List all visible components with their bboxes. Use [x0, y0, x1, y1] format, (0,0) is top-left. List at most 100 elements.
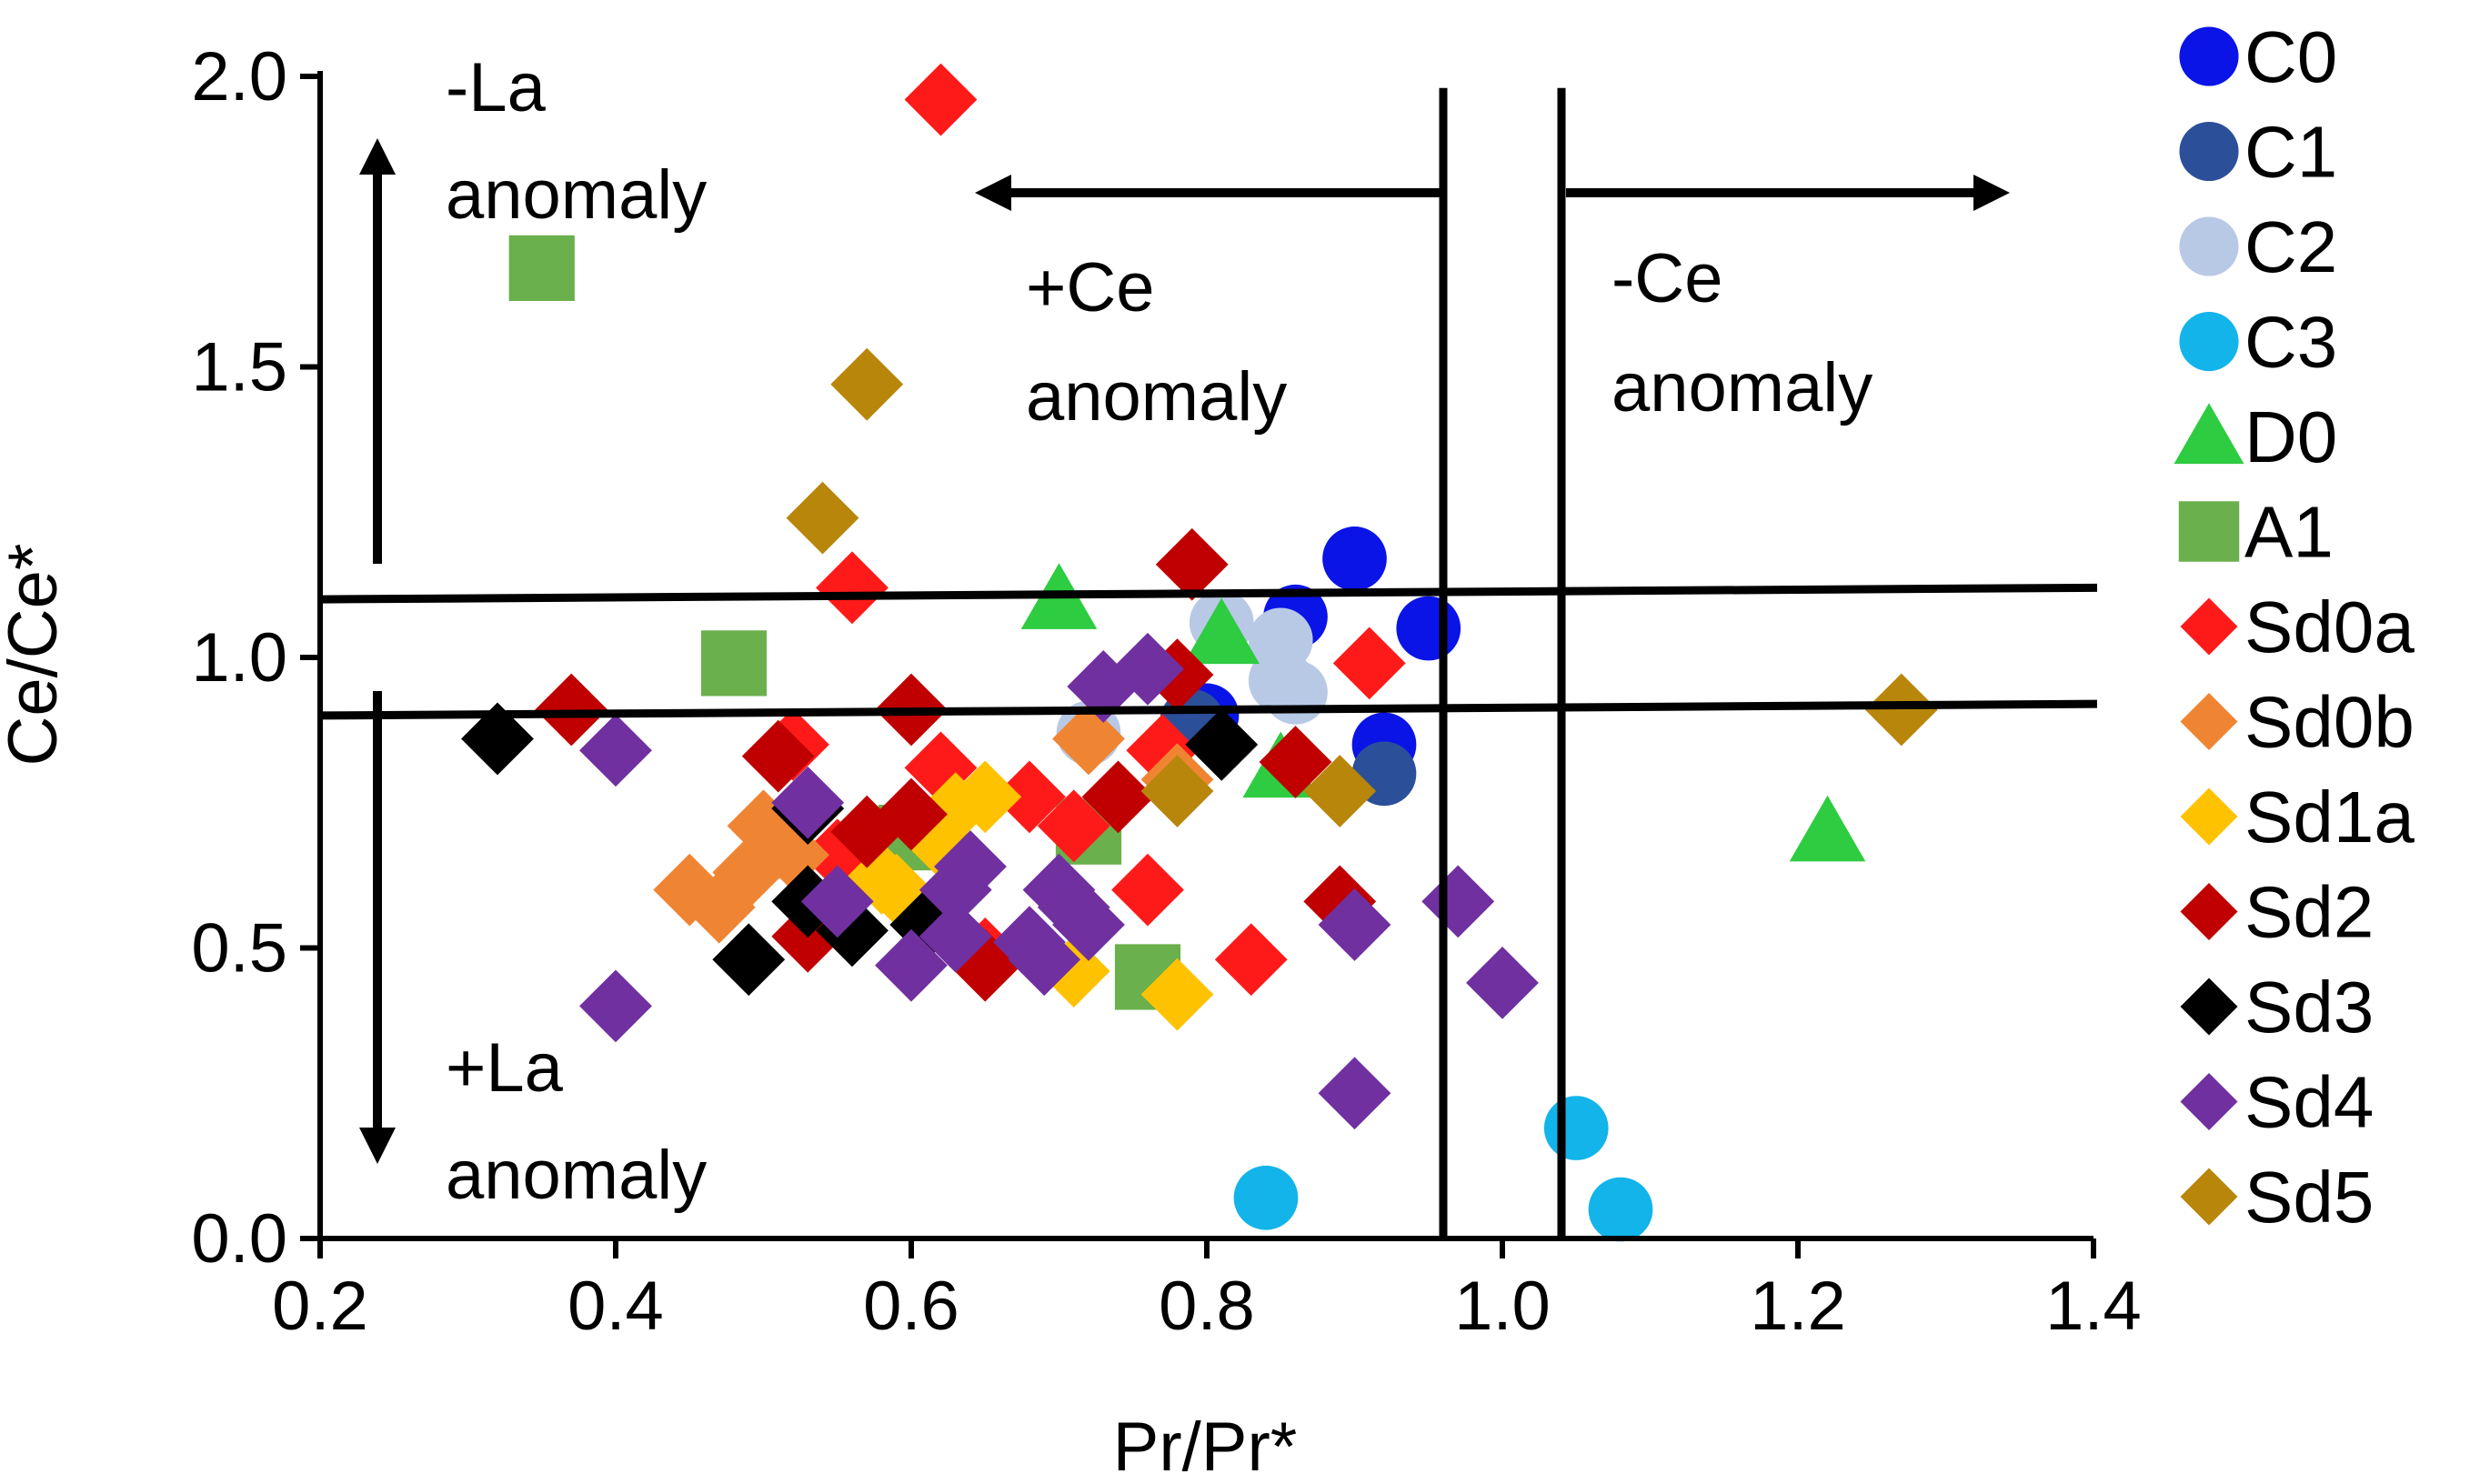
legend-marker	[2179, 311, 2239, 372]
y-tick-label: 1.5	[191, 329, 287, 406]
data-point	[786, 481, 859, 555]
y-tick-label: 0.0	[191, 1200, 287, 1278]
data-point	[1543, 1096, 1609, 1160]
legend-item-sd1a: Sd1a	[2180, 777, 2415, 857]
data-point	[579, 714, 652, 787]
x-tick-label: 0.8	[1159, 1268, 1255, 1345]
data-point	[800, 865, 874, 938]
anomaly-arrows	[359, 138, 2010, 1164]
data-point	[579, 969, 652, 1043]
legend-marker	[2180, 693, 2238, 750]
data-point	[1140, 958, 1214, 1031]
legend-label: C2	[2244, 206, 2337, 287]
annotation-neg-la-line2: anomaly	[446, 156, 707, 234]
data-point	[1396, 596, 1461, 661]
legend-marker	[2179, 121, 2239, 182]
legend-label: Sd1a	[2244, 777, 2415, 857]
data-point	[712, 923, 786, 997]
annotation-neg-la: -La anomaly	[446, 49, 707, 234]
legend-item-sd2: Sd2	[2180, 872, 2374, 953]
legend-label: Sd0a	[2244, 587, 2415, 667]
legend-marker	[2180, 1073, 2238, 1130]
data-point	[830, 347, 904, 421]
data-points	[461, 63, 1938, 1242]
legend: C0 C1 C2 C3 D0 A1 Sd0a Sd0b Sd1a Sd2 Sd3 Sd4 Sd5	[2174, 16, 2415, 1238]
data-point	[1322, 526, 1387, 591]
data-point	[1214, 923, 1288, 997]
legend-marker	[2180, 787, 2238, 846]
legend-label: C0	[2244, 16, 2337, 97]
data-point	[1864, 673, 1938, 747]
reference-lines	[319, 87, 2098, 1238]
legend-marker	[2178, 501, 2240, 562]
legend-marker	[2179, 216, 2239, 276]
data-point	[1318, 1057, 1391, 1130]
y-tick-label: 1.0	[191, 619, 287, 697]
legend-item-d0: D0	[2174, 396, 2337, 477]
legend-item-a1: A1	[2178, 492, 2334, 573]
legend-item-sd0a: Sd0a	[2180, 587, 2415, 667]
data-point	[1111, 632, 1184, 706]
data-point	[993, 760, 1066, 834]
legend-item-c1: C1	[2179, 112, 2337, 193]
x-tick-label: 1.2	[1750, 1268, 1846, 1345]
legend-item-c2: C2	[2179, 206, 2337, 287]
annotation-neg-ce-line1: -Ce	[1611, 240, 1722, 317]
data-point	[1233, 1165, 1299, 1230]
x-axis-label: Pr/Pr*	[1113, 1409, 1298, 1484]
data-point	[934, 830, 1007, 903]
legend-marker	[2180, 1168, 2238, 1226]
x-tick-label: 1.4	[2045, 1268, 2142, 1345]
legend-item-c3: C3	[2179, 302, 2337, 383]
data-point	[1421, 865, 1495, 938]
legend-label: A1	[2244, 492, 2334, 573]
reference-line-horizontal	[319, 699, 2098, 720]
legend-marker	[2174, 403, 2244, 465]
legend-label: D0	[2244, 396, 2337, 477]
series-sd2	[535, 527, 1377, 1002]
y-tick-label: 0.5	[191, 910, 287, 988]
legend-item-sd5: Sd5	[2180, 1157, 2374, 1238]
data-point	[1318, 888, 1391, 961]
data-point	[1155, 527, 1229, 601]
data-point	[1052, 702, 1125, 776]
x-tick-label: 1.0	[1454, 1268, 1551, 1345]
data-point	[1183, 597, 1260, 665]
legend-item-sd4: Sd4	[2180, 1062, 2374, 1143]
data-point	[1248, 648, 1313, 713]
data-point	[816, 551, 889, 625]
data-point	[461, 702, 534, 776]
legend-item-c0: C0	[2179, 16, 2337, 97]
annotation-pos-ce: +Ce anomaly	[1026, 249, 1287, 436]
data-point	[830, 795, 904, 868]
data-point	[741, 719, 815, 793]
reference-line-horizontal	[319, 583, 2098, 604]
data-point	[1111, 853, 1184, 927]
legend-label: Sd3	[2244, 967, 2374, 1048]
legend-item-sd0b: Sd0b	[2180, 682, 2415, 763]
legend-label: C3	[2244, 302, 2337, 383]
data-point	[1303, 755, 1377, 827]
data-point	[1588, 1177, 1653, 1242]
data-point	[1052, 888, 1125, 961]
data-point	[1037, 789, 1110, 863]
legend-marker	[2180, 597, 2238, 656]
data-point	[1332, 627, 1406, 700]
x-tick-label: 0.6	[863, 1268, 959, 1345]
annotation-neg-ce: -Ce anomaly	[1611, 240, 1873, 426]
data-point	[1185, 707, 1259, 781]
y-axis-label: Ce/Ce*	[0, 544, 72, 767]
data-point	[904, 63, 978, 136]
legend-label: C1	[2244, 112, 2337, 193]
data-point	[949, 760, 1022, 834]
legend-label: Sd5	[2244, 1157, 2374, 1238]
legend-marker	[2180, 883, 2238, 940]
data-point	[508, 235, 575, 301]
legend-label: Sd2	[2244, 872, 2374, 953]
data-point	[1789, 795, 1866, 862]
data-point	[1466, 946, 1539, 1019]
data-point	[875, 928, 948, 1002]
x-tick-label: 0.2	[272, 1268, 368, 1345]
